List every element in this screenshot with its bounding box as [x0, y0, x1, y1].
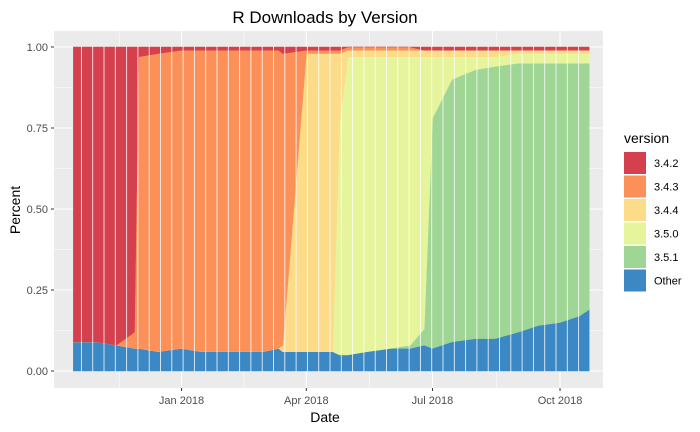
legend-label: 3.4.3 [654, 182, 678, 194]
y-axis-title: Percent [7, 186, 23, 234]
y-tick-label: 0.25 [27, 285, 48, 297]
y-axis-ticks: 0.00 0.25 0.50 0.75 1.00 [27, 42, 54, 378]
legend-key-Other [624, 269, 646, 292]
y-tick-label: 0.50 [27, 204, 48, 216]
x-tick-label: Jan 2018 [159, 395, 204, 407]
legend-label: 3.5.0 [654, 229, 678, 241]
y-tick-label: 0.75 [27, 123, 48, 135]
y-tick-label: 0.00 [27, 366, 48, 378]
legend-label: Other [654, 276, 682, 288]
legend-key-3-5-1 [624, 246, 646, 268]
legend-key-3-4-4 [624, 199, 646, 221]
legend-label: 3.4.2 [654, 158, 678, 170]
legend-key-3-4-3 [624, 175, 646, 198]
area-series [73, 46, 590, 372]
x-tick-label: Jul 2018 [412, 395, 454, 407]
area-3-4-2 [73, 46, 590, 346]
legend-key-3-5-0 [624, 222, 646, 245]
x-axis-ticks: Jan 2018 Apr 2018 Jul 2018 Oct 2018 [159, 388, 582, 407]
y-tick-label: 1.00 [27, 42, 48, 54]
x-tick-label: Oct 2018 [538, 395, 583, 407]
legend-label: 3.5.1 [654, 252, 678, 264]
legend: version 3.4.2 3.4.3 3.4.4 3.5.0 3.5.1 Other [624, 130, 682, 292]
legend-label: 3.4.4 [654, 205, 678, 217]
x-tick-label: Apr 2018 [284, 395, 329, 407]
missing-day-gaps [80, 46, 580, 372]
x-axis-title: Date [310, 409, 340, 425]
legend-title: version [624, 130, 669, 146]
legend-key-3-4-2 [624, 152, 646, 174]
chart-title: R Downloads by Version [232, 8, 417, 27]
